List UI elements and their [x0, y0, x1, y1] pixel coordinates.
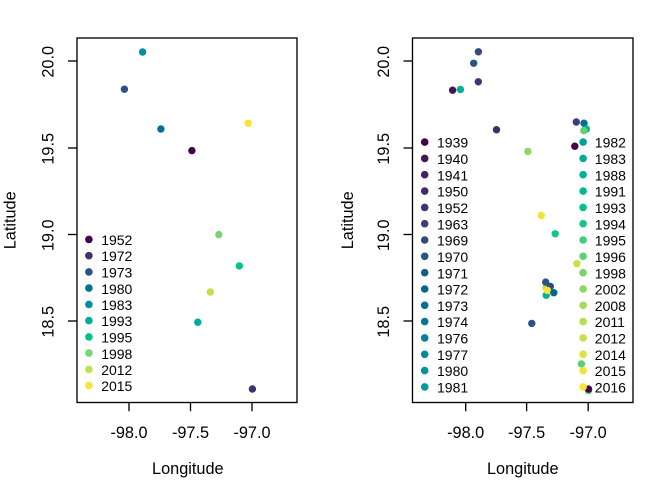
svg-text:1995: 1995 [101, 330, 132, 346]
svg-text:1941: 1941 [437, 167, 468, 183]
svg-text:1983: 1983 [595, 151, 626, 167]
svg-text:2012: 2012 [101, 362, 132, 378]
svg-text:2015: 2015 [101, 378, 132, 394]
svg-text:1952: 1952 [437, 200, 468, 216]
svg-text:1963: 1963 [437, 216, 468, 232]
svg-text:2008: 2008 [595, 298, 626, 314]
svg-text:1977: 1977 [437, 347, 468, 363]
svg-text:2011: 2011 [595, 314, 625, 330]
svg-text:1995: 1995 [595, 233, 626, 249]
svg-text:1991: 1991 [595, 184, 626, 200]
svg-text:1971: 1971 [437, 265, 468, 281]
svg-text:20.0: 20.0 [375, 46, 393, 78]
svg-text:2012: 2012 [595, 331, 626, 347]
svg-text:19.0: 19.0 [375, 219, 393, 251]
svg-text:1998: 1998 [595, 265, 626, 281]
svg-text:19.5: 19.5 [40, 133, 58, 165]
svg-text:1988: 1988 [595, 167, 626, 183]
svg-text:1976: 1976 [437, 331, 468, 347]
svg-text:1952: 1952 [101, 232, 132, 248]
svg-text:1996: 1996 [595, 249, 626, 265]
svg-text:-97.0: -97.0 [570, 424, 607, 442]
svg-text:2016: 2016 [595, 380, 626, 396]
svg-text:1993: 1993 [101, 313, 132, 329]
svg-text:1972: 1972 [101, 248, 132, 264]
svg-text:-98.0: -98.0 [447, 424, 484, 442]
svg-text:1939: 1939 [437, 135, 468, 151]
svg-text:2015: 2015 [595, 363, 626, 379]
svg-text:18.5: 18.5 [40, 306, 58, 338]
svg-text:1969: 1969 [437, 233, 468, 249]
svg-text:-98.0: -98.0 [110, 424, 147, 442]
svg-text:Latitude: Latitude [2, 191, 20, 249]
svg-text:Longitude: Longitude [487, 460, 559, 478]
svg-text:2014: 2014 [595, 347, 626, 363]
svg-text:1973: 1973 [101, 265, 132, 281]
svg-text:1982: 1982 [595, 135, 626, 151]
svg-text:19.5: 19.5 [375, 133, 393, 165]
svg-text:-97.0: -97.0 [233, 424, 270, 442]
svg-text:18.5: 18.5 [375, 306, 393, 338]
svg-text:1983: 1983 [101, 297, 132, 313]
svg-text:1998: 1998 [101, 346, 132, 362]
svg-text:1980: 1980 [101, 281, 132, 297]
svg-text:1994: 1994 [595, 216, 626, 232]
svg-text:-97.5: -97.5 [508, 424, 545, 442]
svg-text:1974: 1974 [437, 314, 468, 330]
svg-text:1981: 1981 [437, 380, 468, 396]
svg-text:1970: 1970 [437, 249, 468, 265]
svg-text:19.0: 19.0 [40, 219, 58, 251]
svg-text:1940: 1940 [437, 151, 468, 167]
svg-text:1973: 1973 [437, 298, 468, 314]
svg-text:1993: 1993 [595, 200, 626, 216]
svg-text:Latitude: Latitude [339, 191, 357, 249]
svg-text:1980: 1980 [437, 363, 468, 379]
svg-text:Longitude: Longitude [152, 460, 224, 478]
svg-text:2002: 2002 [595, 282, 626, 298]
svg-text:20.0: 20.0 [40, 46, 58, 78]
svg-text:1950: 1950 [437, 184, 468, 200]
svg-text:-97.5: -97.5 [172, 424, 209, 442]
svg-text:1972: 1972 [437, 282, 468, 298]
